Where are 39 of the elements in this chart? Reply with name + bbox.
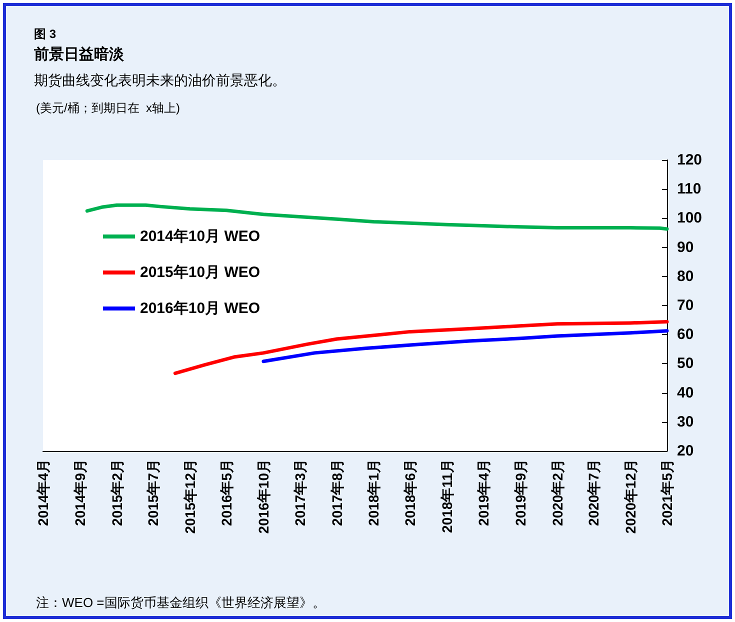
legend-label: 2014年10月 WEO [140, 228, 260, 245]
x-tick-label: 2020年12月 [622, 459, 639, 534]
y-tick-label: 30 [677, 413, 694, 430]
x-tick-label: 2020年7月 [586, 459, 602, 526]
x-tick-label: 2021年5月 [659, 459, 675, 526]
chart-subtitle: 期货曲线变化表明未来的油价前景恶化。 [34, 72, 286, 88]
text: 注：WEO =国际货币基金组织《世界经济展望》。 [36, 595, 326, 610]
x-tick-label: 2019年4月 [475, 459, 492, 526]
x-tick-label: 2019年9月 [512, 459, 528, 526]
y-tick-label: 110 [677, 180, 702, 198]
x-tick-label: 2018年6月 [402, 459, 418, 526]
y-tick-label: 50 [677, 355, 694, 372]
y-tick-label: 90 [677, 238, 694, 256]
x-tick-label: 2016年5月 [218, 459, 235, 526]
x-tick-label: 2017年8月 [328, 459, 345, 526]
x-tick-label: 2015年2月 [108, 459, 125, 526]
x-tick-label: 2015年7月 [144, 459, 161, 526]
x-tick-label: 2014年4月 [35, 459, 51, 526]
y-tick-label: 20 [677, 442, 694, 460]
x-tick-label: 2017年3月 [292, 459, 308, 526]
x-tick-label: 2018年1月 [366, 459, 382, 526]
x-tick-label: 2014年9月 [72, 459, 88, 526]
chart-title: 前景日益暗淡 [33, 45, 125, 63]
x-tick-label: 2018年11月 [439, 459, 456, 533]
legend-label: 2015年10月 WEO [140, 264, 260, 281]
y-tick-label: 120 [677, 152, 702, 168]
line-series [173, 320, 669, 376]
y-tick-label: 70 [677, 297, 694, 314]
y-tick-label: 40 [677, 384, 694, 402]
line-series [262, 329, 669, 364]
y-tick-label: 100 [677, 210, 702, 227]
y-tick-label: 60 [677, 326, 694, 344]
y-tick-label: 80 [677, 268, 694, 285]
x-tick-label: 2016年10月 [255, 459, 272, 534]
x-tick-label: 2020年2月 [549, 459, 566, 526]
caption: 图 3 [34, 27, 56, 41]
x-tick-label: 2015年12月 [182, 459, 198, 534]
text: (美元/桶；到期日在 x轴上) [36, 101, 180, 115]
legend-label: 2016年10月 WEO [140, 300, 260, 317]
